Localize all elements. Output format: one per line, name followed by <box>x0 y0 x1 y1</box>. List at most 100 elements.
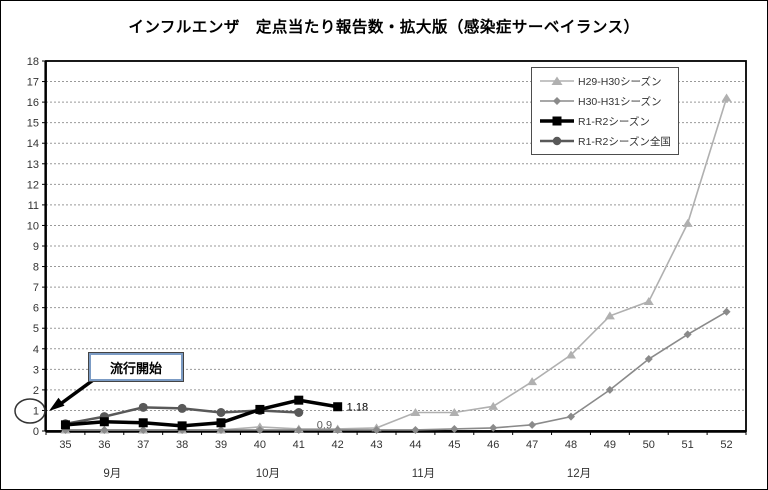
data-point-circle <box>216 408 226 417</box>
data-point-square <box>138 418 148 428</box>
data-point-triangle <box>721 93 732 102</box>
axis-label: 43 <box>370 439 382 451</box>
axis-label: 37 <box>137 439 149 451</box>
axis-label: 2 <box>33 385 39 397</box>
data-point-triangle <box>682 218 693 227</box>
legend-item-r1-r2: R1-R2シーズン <box>540 112 678 130</box>
legend-label: H29-H30シーズン <box>578 75 662 88</box>
data-point-diamond <box>217 425 225 434</box>
axis-label: 14 <box>27 138 39 150</box>
data-point-diamond <box>722 307 731 316</box>
data-point-triangle <box>643 297 654 305</box>
axis-label: 39 <box>215 439 227 451</box>
axis-label: 12月 <box>567 468 591 480</box>
data-point-diamond <box>644 355 653 364</box>
axis-label: 11月 <box>412 468 435 480</box>
data-point-diamond <box>100 425 109 434</box>
axis-label: 12 <box>27 179 39 191</box>
data-point-diamond <box>489 423 498 432</box>
axis-label: 7 <box>33 282 39 294</box>
axis-label: 47 <box>526 439 538 451</box>
data-point-diamond <box>372 425 381 434</box>
data-point-circle <box>177 403 187 413</box>
axis-label: 0.9 <box>317 420 332 432</box>
axis-label: 0 <box>33 426 39 438</box>
triangle-series-marker-icon <box>540 76 574 85</box>
data-point-square <box>60 420 70 430</box>
legend-item-r1-r2-zenkoku: R1-R2シーズン全国 <box>540 132 678 150</box>
axis-label: 3 <box>33 364 39 376</box>
axis-label: 1.18 <box>347 402 368 414</box>
data-point-diamond <box>567 412 575 421</box>
axis-label: 40 <box>254 439 266 451</box>
data-point-triangle <box>449 408 460 416</box>
data-point-diamond <box>411 425 420 434</box>
data-point-triangle <box>566 350 576 359</box>
axis-label: 42 <box>332 439 344 451</box>
axis-label: 10月 <box>256 468 280 480</box>
series-line-1 <box>65 311 727 431</box>
axis-label: 36 <box>98 439 110 451</box>
axis-label: 48 <box>565 439 577 451</box>
data-point-triangle <box>410 408 421 416</box>
legend-item-h29-h30: H29-H30シーズン <box>540 72 678 90</box>
axis-label: 11 <box>28 200 39 212</box>
axis-label: 52 <box>720 439 732 451</box>
circle-series-marker-icon <box>540 136 574 146</box>
data-point-square <box>216 418 226 428</box>
data-point-square <box>333 402 343 412</box>
legend-label: R1-R2シーズン <box>578 115 650 128</box>
axis-label: 9 <box>33 241 39 253</box>
axis-label: 18 <box>27 56 39 68</box>
axis-label: 38 <box>176 439 188 451</box>
axis-label: 8 <box>33 262 39 274</box>
axis-label: 51 <box>682 439 694 451</box>
data-point-square <box>99 417 109 427</box>
axis-label: 6 <box>33 303 39 315</box>
data-point-diamond <box>294 425 303 434</box>
axis-label: 17 <box>27 77 39 89</box>
axis-label: 13 <box>27 159 39 171</box>
square-series-marker-icon <box>540 116 574 126</box>
axis-label: 50 <box>643 439 655 451</box>
data-point-triangle <box>527 377 538 386</box>
diamond-series-marker-icon <box>540 97 574 105</box>
axis-label: 1 <box>33 405 39 417</box>
series-line-2 <box>65 398 338 428</box>
chart-title: インフルエンザ 定点当たり報告数・拡大版（感染症サーベイランス） <box>128 19 640 36</box>
legend-label: R1-R2シーズン全国 <box>578 135 671 148</box>
axis-label: 35 <box>59 439 71 451</box>
axis-label: 46 <box>487 439 499 451</box>
data-point-diamond <box>605 385 614 394</box>
data-point-triangle <box>488 401 499 410</box>
data-point-diamond <box>528 420 537 429</box>
axis-label: 10 <box>27 220 39 232</box>
data-point-triangle <box>604 311 615 320</box>
axis-label: 15 <box>27 118 39 130</box>
axis-label: 41 <box>293 439 305 451</box>
data-point-diamond <box>333 425 342 434</box>
axis-label: 16 <box>27 97 39 109</box>
axis-label: 44 <box>409 439 421 451</box>
axis-label: 4 <box>33 344 39 356</box>
legend-label: H30-H31シーズン <box>578 95 662 108</box>
data-point-square <box>294 395 304 405</box>
annotation-arrowhead <box>49 397 65 411</box>
data-point-square <box>255 404 265 414</box>
data-point-circle <box>294 408 304 417</box>
legend-item-h30-h31: H30-H31シーズン <box>540 92 678 110</box>
data-point-diamond <box>139 425 148 434</box>
data-point-diamond <box>450 424 459 433</box>
axis-label: 5 <box>33 323 39 335</box>
data-point-circle <box>138 402 148 412</box>
legend: H29-H30シーズン H30-H31シーズン R1-R2シーズン R1-R2シ… <box>531 67 679 155</box>
axis-label: 9月 <box>103 468 121 480</box>
data-point-diamond <box>683 330 692 339</box>
axis-label: 45 <box>448 439 460 451</box>
epidemic-threshold-ellipse <box>14 398 46 424</box>
epidemic-start-annotation: 流行開始 <box>88 352 184 382</box>
data-point-diamond <box>255 425 264 434</box>
axis-label: 49 <box>604 439 616 451</box>
